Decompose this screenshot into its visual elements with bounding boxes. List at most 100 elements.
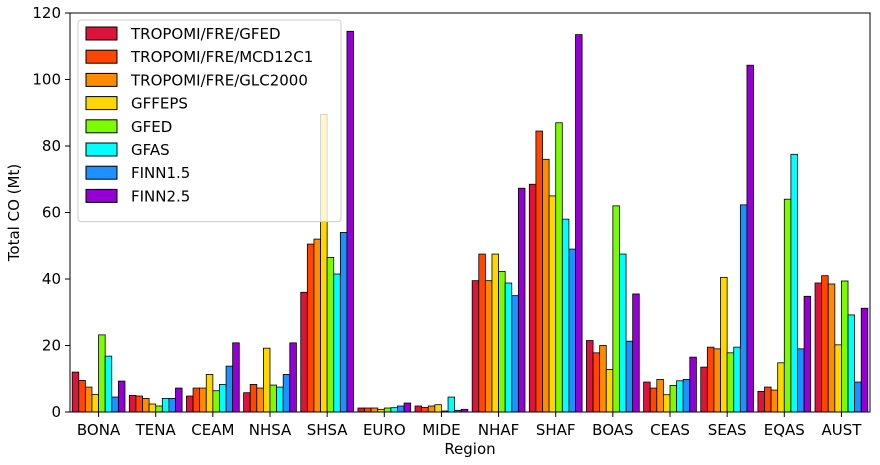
bar-shsa-series-8 [346, 30, 354, 413]
x-tick-label: BONA [77, 421, 121, 439]
bar-aust-series-2 [821, 275, 829, 413]
bar-bona-series-1 [71, 371, 80, 413]
axes-group: BONA TENA CEAM NHSA SHSA EURO MIDE NHAF SHAF BOAS… [32, 4, 871, 439]
bar-ceam-series-3 [199, 387, 207, 413]
bar-eqas-series-4 [777, 362, 785, 413]
bar-bona-series-6 [104, 355, 113, 413]
bar-nhaf-series-6 [504, 282, 513, 413]
bar-mide-series-4 [434, 404, 442, 413]
bar-nhaf-series-7 [511, 295, 519, 413]
bar-euro-series-3 [370, 407, 379, 413]
x-tick-label: BOAS [592, 421, 633, 439]
y-tick-label: 60 [42, 204, 61, 222]
bar-euro-series-7 [397, 405, 405, 413]
bar-shsa-series-3 [313, 238, 321, 413]
x-tick-label: CEAS [650, 421, 690, 439]
bar-euro-series-2 [364, 407, 372, 413]
bar-ceam-series-2 [192, 387, 201, 413]
bar-aust-series-3 [827, 283, 836, 413]
x-axis-label: Region [444, 440, 495, 458]
bar-nhsa-series-7 [282, 374, 291, 413]
bar-boas-series-6 [619, 253, 627, 413]
bar-eqas-series-1 [757, 390, 765, 413]
bar-eqas-series-7 [797, 348, 805, 413]
bar-ceam-series-5 [212, 390, 220, 413]
bar-tena-series-4 [148, 403, 157, 413]
bar-eqas-series-5 [783, 198, 792, 413]
bar-bona-series-7 [111, 396, 119, 413]
bar-tena-series-2 [135, 395, 143, 413]
bar-seas-series-7 [739, 204, 748, 413]
bar-seas-series-1 [700, 366, 708, 413]
bar-nhaf-series-4 [491, 253, 499, 413]
bar-mide-series-6 [447, 396, 456, 413]
bar-nhsa-series-4 [262, 347, 271, 413]
bar-boas-series-5 [612, 205, 620, 413]
bar-nhaf-series-8 [517, 187, 526, 413]
x-tick-label: EQAS [764, 421, 805, 439]
bar-shsa-series-7 [339, 232, 348, 413]
bar-ceam-series-4 [205, 374, 214, 413]
legend-label: TROPOMI/FRE/GFED [130, 25, 281, 43]
y-axis-label: Total CO (Mt) [5, 164, 23, 262]
legend-label: FINN1.5 [131, 164, 190, 182]
x-tick-label: EURO [363, 421, 406, 439]
bar-ceas-series-6 [676, 380, 684, 413]
legend-swatch [85, 188, 118, 203]
bar-mide-series-2 [421, 406, 429, 413]
bar-tena-series-5 [155, 405, 163, 413]
bar-tena-series-6 [161, 397, 170, 413]
bar-seas-series-5 [726, 352, 735, 413]
bar-ceas-series-8 [689, 356, 697, 413]
bar-aust-series-1 [814, 282, 823, 413]
bar-nhsa-series-6 [276, 386, 284, 413]
bar-shaf-series-2 [535, 130, 543, 413]
legend: TROPOMI/FRE/GFED TROPOMI/FRE/MCD12C1 TROPO… [77, 19, 342, 223]
bar-shaf-series-7 [568, 248, 576, 413]
x-tick-label: SEAS [708, 421, 747, 439]
x-tick-label: NHAF [478, 421, 519, 439]
bar-aust-series-7 [854, 381, 862, 413]
bar-nhaf-series-1 [471, 280, 480, 413]
bar-shaf-series-5 [555, 122, 563, 413]
bar-shaf-series-4 [548, 195, 557, 413]
y-tick-label: 40 [42, 270, 61, 288]
y-tick-label: 120 [32, 4, 61, 22]
bar-ceas-series-5 [669, 384, 677, 413]
bar-nhsa-series-1 [243, 392, 251, 413]
y-tick-label: 20 [42, 337, 61, 355]
x-tick-label: NHSA [249, 421, 292, 439]
bar-aust-series-8 [860, 307, 869, 413]
legend-swatch [85, 165, 118, 180]
bar-eqas-series-2 [764, 386, 772, 413]
bar-shaf-series-1 [528, 183, 537, 413]
bar-boas-series-4 [605, 369, 614, 413]
bar-boas-series-3 [599, 345, 607, 413]
bar-seas-series-6 [733, 346, 741, 413]
bar-aust-series-5 [841, 280, 849, 413]
bar-ceas-series-1 [643, 381, 651, 413]
bar-bona-series-3 [84, 386, 93, 413]
y-tick-label: 100 [32, 71, 61, 89]
bar-seas-series-8 [746, 64, 754, 413]
bars-group [71, 30, 869, 413]
bar-shsa-series-5 [326, 256, 335, 413]
legend-swatch [85, 119, 118, 134]
x-tick-label: SHSA [307, 421, 349, 439]
legend-label: TROPOMI/FRE/MCD12C1 [130, 48, 313, 66]
bar-shsa-series-2 [306, 243, 315, 413]
legend-label: FINN2.5 [131, 187, 190, 205]
bar-ceam-series-1 [186, 395, 194, 413]
legend-label: GFAS [131, 141, 170, 159]
bar-tena-series-3 [142, 397, 150, 413]
bar-boas-series-7 [625, 340, 634, 413]
bar-euro-series-5 [383, 407, 392, 413]
bar-aust-series-4 [834, 344, 842, 413]
bar-eqas-series-3 [770, 389, 779, 413]
x-tick-label: MIDE [422, 421, 460, 439]
bar-tena-series-7 [168, 397, 176, 413]
bar-ceas-series-3 [656, 379, 664, 413]
x-tick-label: AUST [821, 421, 862, 439]
bar-aust-series-6 [847, 314, 856, 413]
